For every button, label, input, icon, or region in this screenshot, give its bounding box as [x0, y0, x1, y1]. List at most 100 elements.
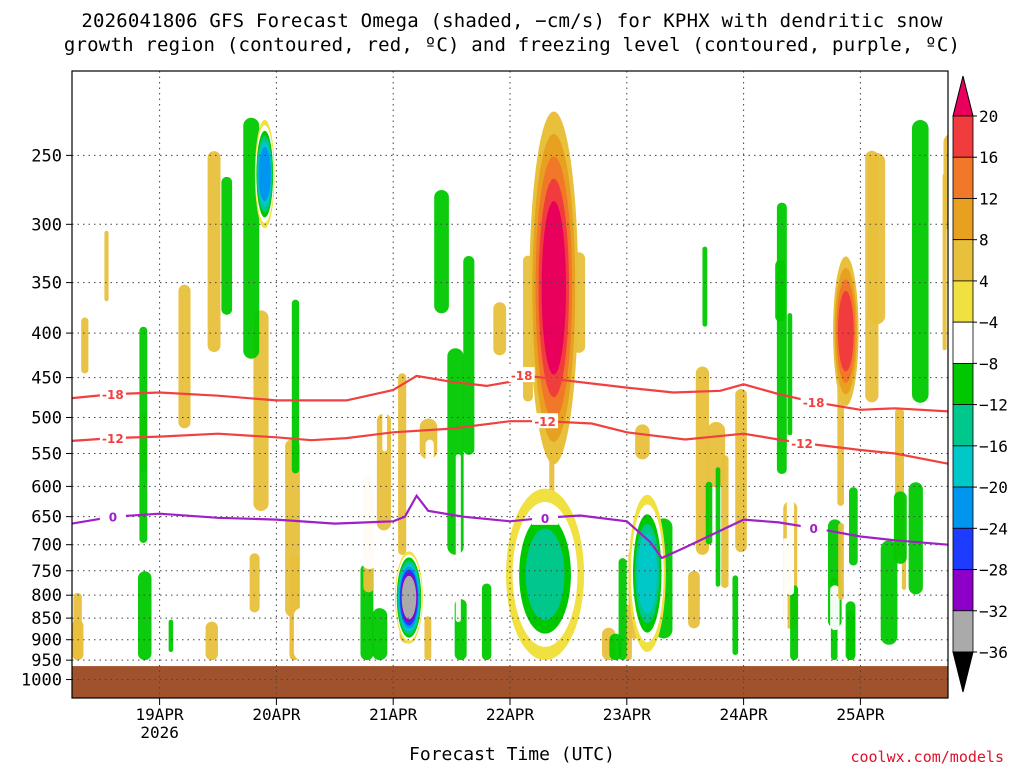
omega-cell [735, 388, 747, 553]
colorbar-label: −28 [979, 561, 1008, 580]
y-tick-label: 450 [31, 369, 62, 389]
omega-region [837, 290, 854, 372]
x-tick-label: 22APR [486, 705, 535, 724]
omega-cell [293, 607, 311, 661]
omega-cell [776, 202, 787, 475]
x-tick-label: 20APR [252, 705, 301, 724]
omega-cell [715, 467, 721, 587]
omega-cell [707, 421, 726, 488]
colorbar-box [952, 486, 974, 529]
omega-cell [688, 570, 700, 629]
y-tick-label: 500 [31, 408, 62, 428]
omega-cell [721, 455, 729, 589]
omega-cell [424, 616, 432, 661]
colorbar-box [952, 321, 974, 364]
omega-cell [848, 487, 858, 566]
omega-cell [447, 348, 464, 555]
contour-label-bg [508, 367, 535, 383]
y-tick-label: 700 [31, 536, 62, 556]
chart-title-line-2: growth region (contoured, red, ºC) and f… [63, 34, 961, 56]
colorbar-box [952, 198, 974, 241]
colorbar-box [952, 156, 974, 199]
colorbar-label: −36 [979, 643, 1008, 662]
colorbar-box [952, 445, 974, 488]
y-tick-label: 400 [31, 324, 62, 344]
omega-cell [943, 134, 948, 230]
credit-text: coolwx.com/models [850, 748, 1004, 766]
omega-cell [588, 305, 602, 525]
contour-label: -12 [791, 437, 813, 451]
omega-region [258, 147, 271, 202]
colorbar-box [952, 404, 974, 447]
contour-lines: -18 -18 -18 -12 -12 -12 0 0 0 [72, 367, 948, 560]
omega-cell [911, 119, 929, 403]
y-tick-label: 900 [31, 631, 62, 651]
omega-cell [73, 592, 82, 661]
omega-cell [732, 575, 739, 656]
x-tick-year: 2026 [140, 723, 179, 742]
omega-cell [635, 424, 650, 460]
contour-label: -18 [511, 369, 533, 383]
contour-label: 0 [541, 512, 549, 526]
omega-region [401, 575, 417, 620]
omega-cell [425, 439, 434, 486]
contour-label-bg [800, 394, 827, 410]
omega-cell [625, 237, 643, 402]
contour-label-bg [99, 386, 126, 402]
omega-cell [908, 482, 923, 595]
contour-label-bg [99, 508, 126, 524]
omega-cell [595, 198, 608, 264]
y-tick-label: 250 [31, 146, 62, 166]
contour-line [72, 493, 948, 560]
omega-cell [398, 373, 407, 555]
colorbar-label: 12 [979, 189, 998, 208]
omega-cell [865, 150, 879, 403]
omega-cell [420, 115, 427, 386]
omega-cell [434, 189, 449, 314]
omega-cell [81, 317, 89, 374]
omega-cell [845, 601, 856, 661]
omega-cell [838, 522, 844, 600]
omega-cell [372, 608, 388, 661]
omega-cell [205, 621, 218, 661]
y-tick-label: 650 [31, 508, 62, 528]
contour-label: 0 [109, 511, 117, 525]
colorbar-box [952, 362, 974, 406]
colorbar-box [952, 280, 974, 323]
y-axis: 2503003504004505005506006507007508008509… [21, 146, 72, 691]
colorbar-label: −16 [979, 437, 1008, 456]
contour-label-bg [99, 430, 126, 446]
omega-cell [285, 439, 300, 618]
y-tick-label: 350 [31, 274, 62, 294]
omega-cell [382, 378, 388, 452]
contour-label: -12 [534, 415, 556, 429]
omega-region [637, 533, 658, 614]
y-tick-label: 550 [31, 445, 62, 465]
x-axis-label: Forecast Time (UTC) [409, 744, 615, 765]
omega-cell [790, 585, 799, 661]
omega-region [541, 201, 566, 375]
omega-cell [893, 491, 907, 564]
colorbar-label: 16 [979, 148, 998, 167]
colorbar-label: −20 [979, 478, 1008, 497]
colorbar-bottom-arrow [952, 651, 974, 693]
colorbar-box [952, 610, 974, 653]
y-tick-label: 300 [31, 215, 62, 235]
y-tick-label: 850 [31, 609, 62, 629]
colorbar-label: −32 [979, 602, 1008, 621]
omega-cell [104, 230, 109, 302]
omega-cell [481, 583, 492, 661]
omega-cell [249, 553, 260, 613]
contour-label: 0 [810, 522, 818, 536]
x-tick-label: 25APR [836, 705, 885, 724]
colorbar: 20 16 12 8 4 −4 −8 −12 −16 −20 −24 −28 −32 −36 [952, 75, 1008, 693]
contour-label: -18 [803, 396, 825, 410]
omega-cell [253, 310, 269, 511]
omega-shading [72, 111, 948, 661]
colorbar-label: −4 [979, 313, 998, 332]
omega-cell [880, 540, 898, 645]
omega-cell [137, 571, 152, 661]
contour-label-bg [532, 413, 559, 429]
